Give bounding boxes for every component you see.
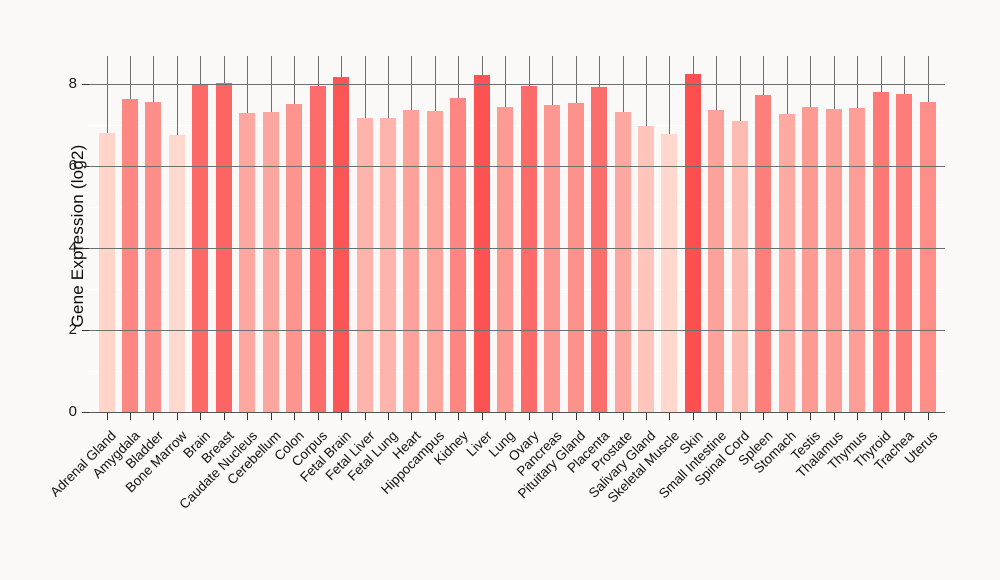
x-axis-line (89, 412, 945, 413)
x-tick-mark (364, 412, 366, 420)
x-tick-mark (176, 412, 178, 420)
x-tick-mark (904, 412, 906, 420)
major-gridline (89, 329, 945, 331)
y-tick-mark (82, 412, 89, 413)
minor-gridline (89, 288, 945, 290)
bar-amygdala (121, 98, 138, 412)
plot-panel: 0 2 4 6 8 Adrenal Gland Amygdala Bladder Bone Ma… (47, 56, 945, 512)
x-tick-mark (341, 412, 343, 420)
bar-heart (403, 110, 420, 412)
x-tick-mark (387, 412, 389, 420)
y-tick-mark (82, 165, 89, 167)
bar-pituitary-gland (567, 102, 584, 412)
bar-cerebellum (262, 111, 279, 412)
x-tick-mark (505, 412, 507, 420)
major-gridline (89, 247, 945, 249)
bar-corpus (309, 86, 326, 412)
bar-thyroid (872, 92, 889, 412)
bar-liver (473, 75, 490, 412)
x-tick-mark (786, 412, 788, 420)
y-tick-mark (82, 83, 89, 85)
bar-skeletal-muscle (661, 133, 678, 412)
minor-gridline (89, 206, 945, 208)
y-tick-label: 8 (68, 74, 77, 92)
y-tick-label: 6 (68, 156, 77, 174)
x-tick-mark (810, 412, 812, 420)
x-tick-mark (153, 412, 155, 420)
x-tick-mark (247, 412, 249, 420)
bar-breast (215, 83, 232, 412)
y-axis-title: Gene Expression (log2) (68, 144, 87, 328)
x-tick-mark (575, 412, 577, 420)
y-tick-label: 4 (68, 238, 77, 256)
bar-skin (684, 73, 701, 412)
bar-adrenal-gland (98, 132, 115, 412)
bar-spinal-cord (731, 121, 748, 412)
x-tick-mark (223, 412, 225, 420)
x-tick-mark (294, 412, 296, 420)
bar-ovary (520, 85, 537, 412)
minor-gridline (89, 124, 945, 126)
x-tick-mark (411, 412, 413, 420)
bar-fetal-brain (333, 76, 350, 412)
x-tick-mark (200, 412, 202, 420)
bar-lung (497, 106, 514, 412)
bar-uterus (919, 101, 936, 412)
x-tick-mark (833, 412, 835, 420)
bar-testis (802, 106, 819, 412)
y-tick-label: 0 (68, 403, 77, 420)
y-tick-mark (82, 329, 89, 331)
x-tick-mark (646, 412, 647, 420)
major-gridline (89, 83, 945, 85)
minor-gridline (89, 370, 945, 372)
x-tick-mark (857, 412, 859, 420)
x-tick-mark (481, 412, 483, 420)
bar-prostate (614, 112, 631, 412)
bar-colon (286, 104, 303, 412)
bar-spleen (755, 94, 772, 412)
x-tick-mark (129, 412, 131, 420)
y-tick-label: 2 (68, 320, 77, 338)
x-tick-mark (552, 412, 554, 420)
x-tick-mark (434, 412, 436, 420)
major-gridline (89, 165, 945, 167)
x-tick-mark (622, 412, 624, 420)
x-tick-mark (317, 412, 319, 420)
y-tick-mark (82, 247, 89, 249)
bar-thymus (849, 108, 866, 412)
bar-trachea (896, 93, 913, 412)
x-tick-mark (763, 412, 765, 420)
bar-caudate-nucleus (239, 112, 256, 412)
x-tick-mark (692, 412, 694, 420)
x-tick-mark (106, 412, 108, 420)
x-tick-mark (599, 412, 601, 420)
x-tick-mark (458, 412, 460, 420)
x-tick-mark (880, 412, 882, 420)
x-tick-mark (270, 412, 272, 420)
x-tick-mark (739, 412, 741, 420)
x-tick-mark (716, 412, 718, 420)
x-tick-mark (669, 412, 671, 420)
bar-pancreas (544, 105, 561, 412)
bar-hippocampus (426, 111, 443, 412)
bar-fetal-liver (356, 118, 373, 412)
bar-fetal-lung (379, 118, 396, 412)
bar-salivary-gland (638, 125, 654, 412)
bar-small-intestine (708, 110, 725, 412)
bar-thalamus (825, 108, 842, 412)
x-tick-mark (927, 412, 929, 420)
x-tick-mark (528, 412, 530, 420)
bar-kidney (450, 97, 467, 412)
bar-placenta (591, 87, 608, 412)
bar-bladder (145, 101, 162, 412)
bar-bone-marrow (168, 134, 185, 412)
bar-stomach (778, 113, 795, 412)
